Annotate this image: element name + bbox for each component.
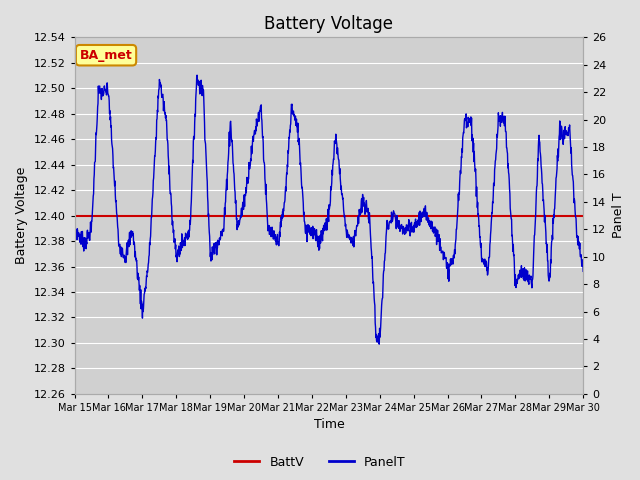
Legend: BattV, PanelT: BattV, PanelT xyxy=(229,451,411,474)
X-axis label: Time: Time xyxy=(314,419,344,432)
Title: Battery Voltage: Battery Voltage xyxy=(264,15,394,33)
Y-axis label: Panel T: Panel T xyxy=(612,193,625,239)
Y-axis label: Battery Voltage: Battery Voltage xyxy=(15,167,28,264)
Text: BA_met: BA_met xyxy=(79,49,132,62)
